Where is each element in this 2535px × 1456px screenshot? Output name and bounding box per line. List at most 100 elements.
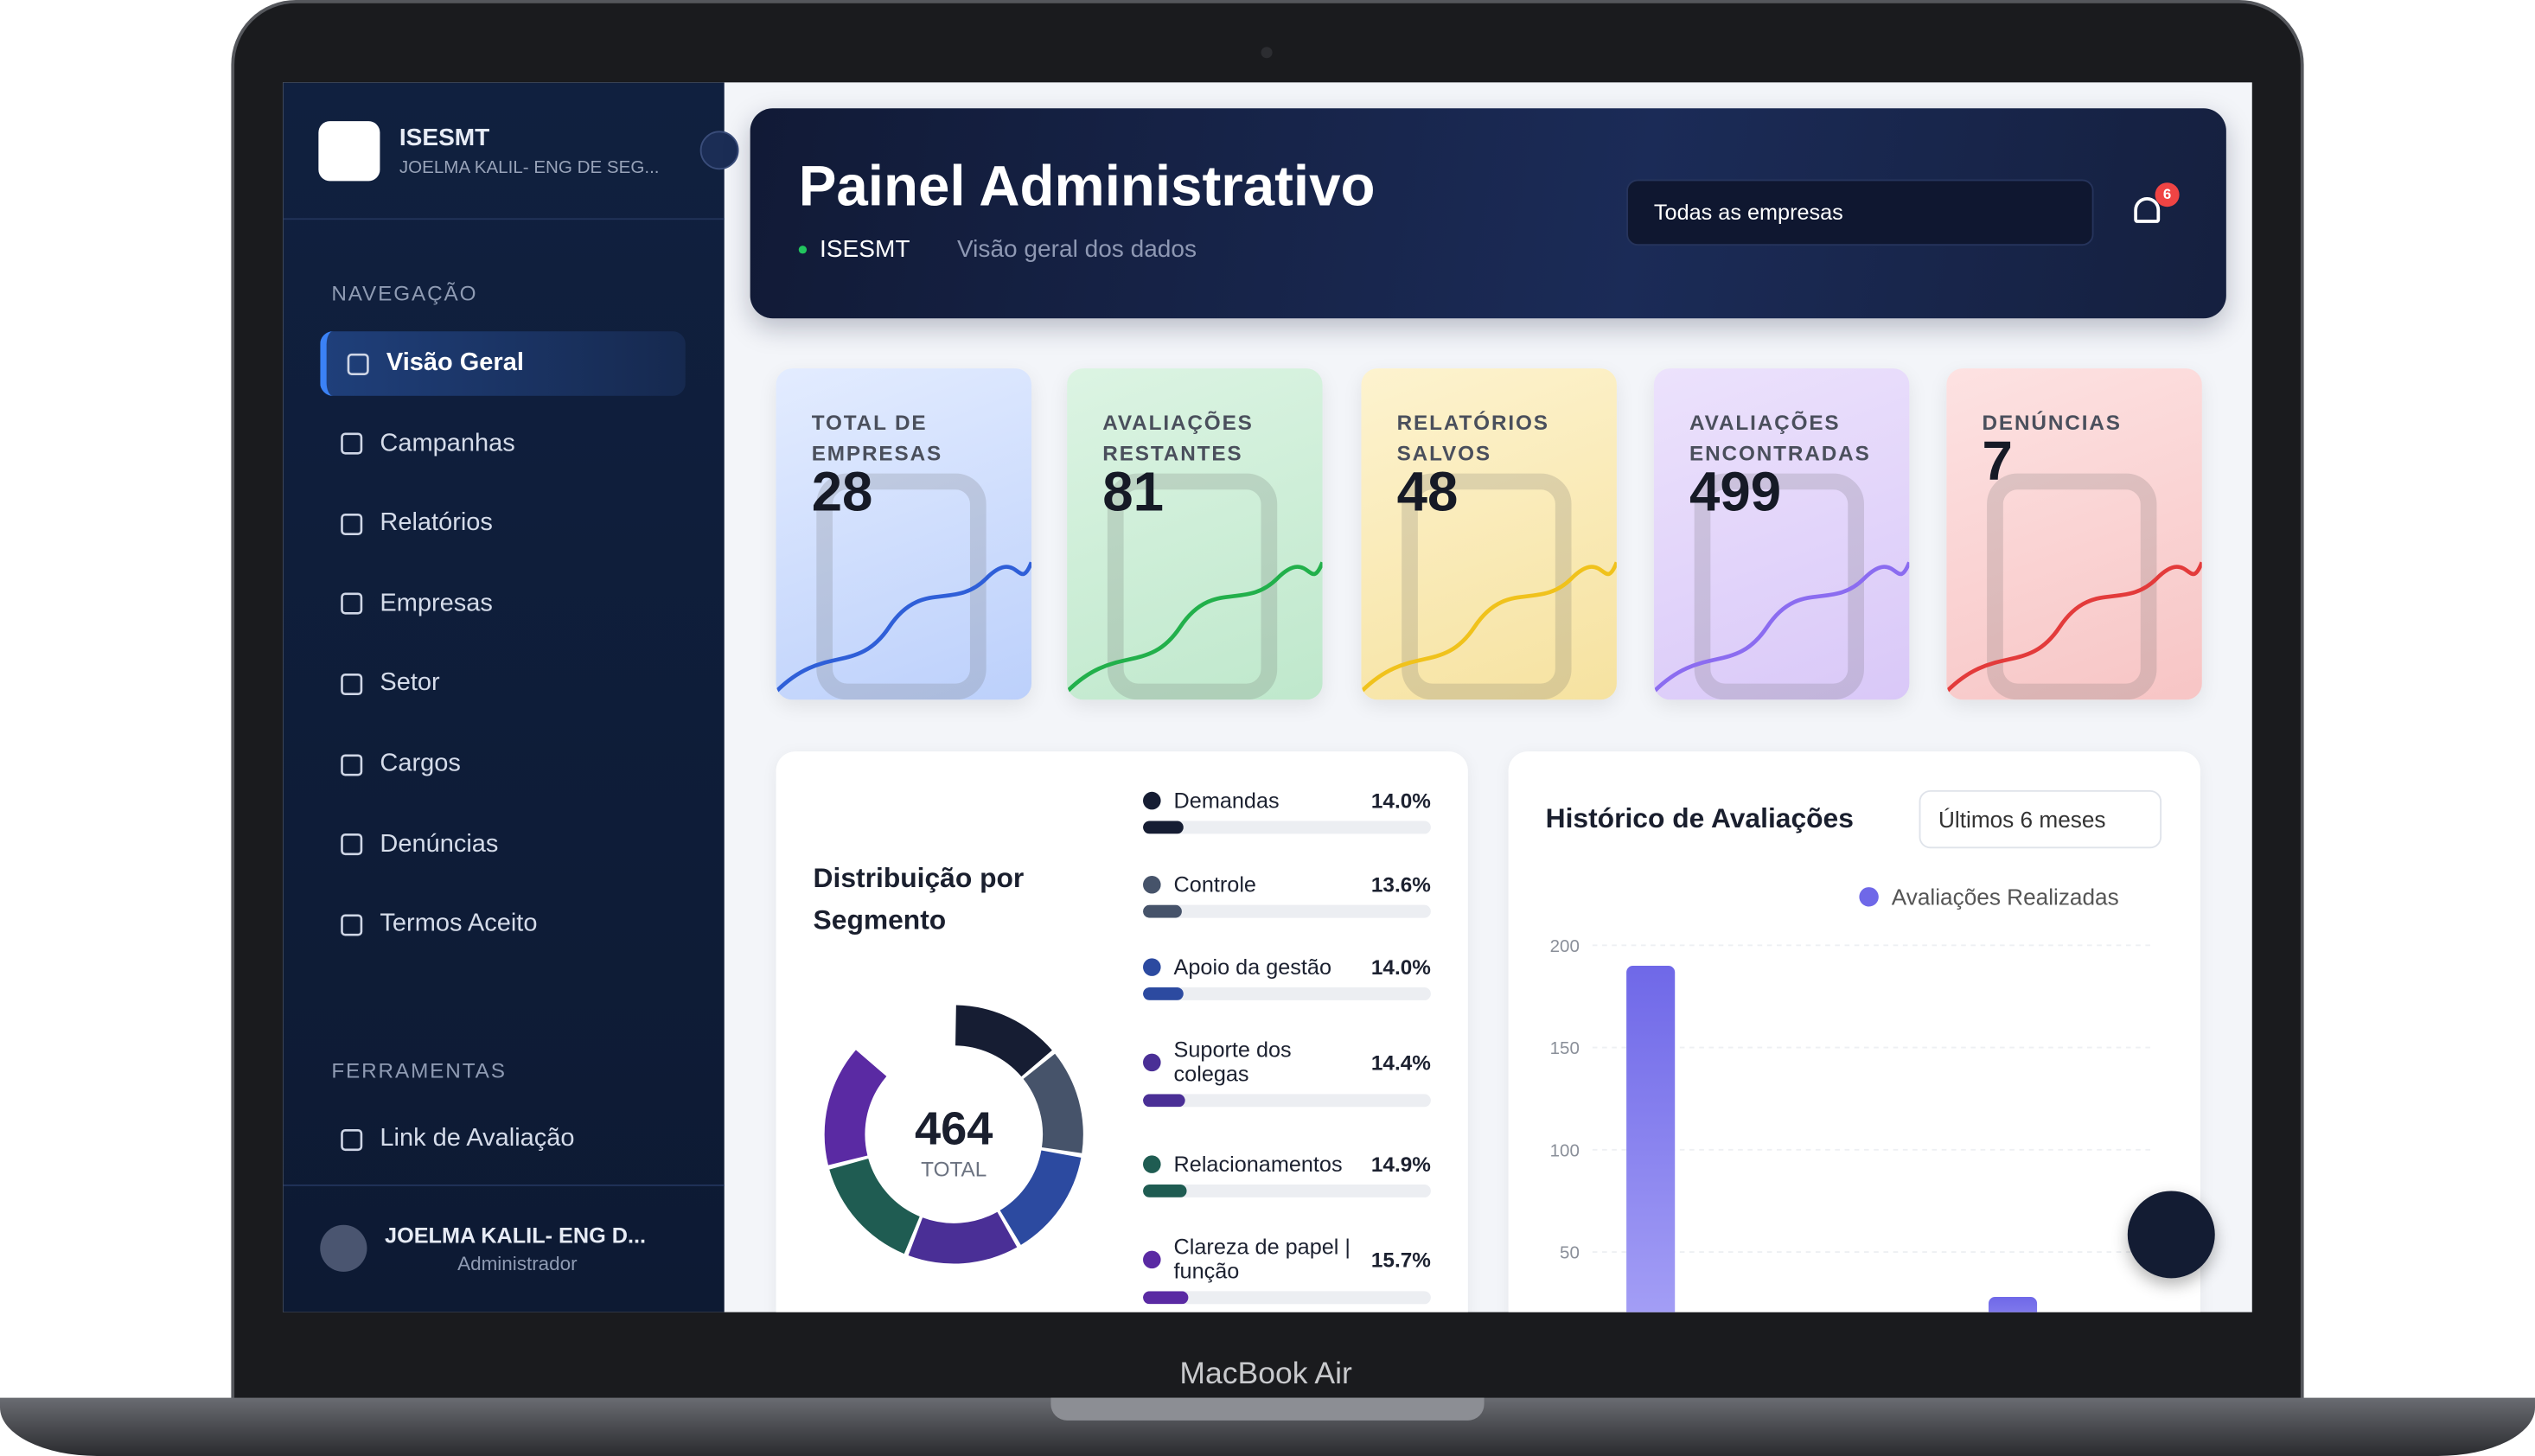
segment-dot: [1143, 958, 1161, 976]
y-tick-label: 100: [1550, 1140, 1580, 1160]
period-select[interactable]: [1919, 789, 2162, 849]
donut-total: 464: [914, 1103, 993, 1156]
y-tick-label: 200: [1550, 936, 1580, 956]
trend-line: [1067, 561, 1323, 693]
nav-label: Campanhas: [380, 429, 515, 457]
nav-label: Empresas: [380, 589, 493, 617]
icon-shape: [341, 513, 363, 535]
segment-track: [1143, 821, 1431, 834]
segment-row: Suporte dos colegas 14.4%: [1143, 1038, 1431, 1086]
stat-label: DENÚNCIAS 7: [1982, 407, 2184, 490]
stat-label: AVALIAÇÕES RESTANTES 81: [1102, 407, 1305, 524]
icon-shape: [341, 1128, 363, 1151]
stat-card: DENÚNCIAS 7: [1946, 368, 2202, 700]
nav-icon: [341, 593, 363, 616]
stat-decoration: [1946, 473, 2202, 700]
camera: [1261, 47, 1273, 59]
nav-label: Setor: [380, 669, 440, 698]
icon-shape: [341, 432, 363, 455]
segment-value: 14.4%: [1370, 1049, 1431, 1074]
segment-item: Demandas 14.0%: [1143, 789, 1431, 834]
company-select-text: Todas as empresas: [1653, 200, 1843, 225]
segment-row: Demandas 14.0%: [1143, 789, 1431, 813]
company-select[interactable]: [1626, 179, 2094, 246]
segment-dot: [1143, 1155, 1161, 1173]
nav-item[interactable]: Denúncias: [320, 812, 679, 877]
segment-bar: [1143, 1291, 1189, 1305]
page-title: Painel Administrativo: [798, 155, 1376, 219]
nav-label: Relatórios: [380, 509, 493, 537]
nav-item[interactable]: Visão Geral: [320, 331, 686, 396]
nav-item[interactable]: Relatórios: [320, 492, 679, 557]
segment-name: Demandas: [1173, 789, 1280, 814]
y-tick-label: 50: [1560, 1242, 1580, 1262]
user-role: Administrador: [457, 1252, 578, 1275]
segment-item: Clareza de papel | função 15.7%: [1143, 1235, 1431, 1305]
donut-total-label: TOTAL: [921, 1157, 987, 1182]
watermark-icon: [1987, 473, 2157, 700]
notification-badge: 6: [2155, 182, 2180, 208]
donut-segment: [1023, 1053, 1083, 1153]
bell[interactable]: [2134, 197, 2161, 223]
stat-value: 81: [1102, 462, 1165, 524]
segment-row: Relacionamentos 14.9%: [1143, 1153, 1431, 1177]
segment-bar: [1143, 1184, 1186, 1197]
stat-decoration: [776, 473, 1031, 700]
divider: [283, 1184, 725, 1186]
nav-item[interactable]: Empresas: [320, 572, 679, 636]
segment-bar: [1143, 821, 1184, 834]
status-dot: [798, 246, 808, 254]
donut-segment: [908, 1211, 1018, 1264]
nav-icon: [341, 913, 363, 936]
divider: [283, 218, 725, 220]
segment-bar: [1143, 1094, 1184, 1108]
segment-value: 13.6%: [1370, 872, 1431, 897]
segment-item: Suporte dos colegas 14.4%: [1143, 1038, 1431, 1108]
nav-item[interactable]: Campanhas: [320, 412, 679, 476]
nav-label: Termos Aceito: [380, 910, 538, 938]
segment-name-wrap: Demandas: [1143, 789, 1353, 813]
tool-item[interactable]: Link de Avaliação: [320, 1107, 679, 1172]
segment-name-wrap: Apoio da gestão: [1143, 955, 1353, 980]
segment-bar: [1143, 904, 1183, 918]
logo: [318, 121, 380, 182]
brand-sub: JOELMA KALIL- ENG DE SEG...: [399, 158, 660, 178]
donut-segment: [829, 1158, 920, 1255]
segment-dot: [1143, 1052, 1161, 1071]
stat-value: 48: [1396, 462, 1459, 524]
nav-icon: [341, 1128, 363, 1151]
segment-bar: [1143, 987, 1184, 1000]
icon-shape: [341, 673, 363, 695]
nav-item[interactable]: Termos Aceito: [320, 892, 679, 957]
chat-button[interactable]: [2127, 1191, 2215, 1279]
history-panel: [1508, 751, 2200, 1312]
segment-dot: [1143, 875, 1161, 894]
stat-label: RELATÓRIOS SALVOS 48: [1396, 407, 1600, 524]
legend-label: Avaliações Realizadas: [1891, 884, 2119, 910]
nav-item[interactable]: Setor: [320, 652, 679, 717]
segment-dot: [1143, 791, 1161, 810]
trend-line: [776, 561, 1031, 693]
trend-line: [1946, 561, 2202, 693]
segment-track: [1143, 987, 1431, 1000]
segment-item: Apoio da gestão 14.0%: [1143, 955, 1431, 1000]
nav-item[interactable]: Cargos: [320, 732, 679, 797]
bar: [1988, 1297, 2038, 1312]
stat-label-text: AVALIAÇÕES RESTANTES: [1102, 410, 1254, 466]
sidebar-toggle[interactable]: [699, 131, 739, 170]
segment-value: 15.7%: [1370, 1246, 1431, 1271]
nav-icon: [341, 432, 363, 455]
notch: [1050, 1397, 1485, 1421]
bar: [1626, 966, 1676, 1312]
nav-icon: [341, 513, 363, 535]
breadcrumb: ISESMT: [820, 235, 910, 264]
trend-line: [1653, 561, 1910, 693]
donut-chart: [824, 1005, 1083, 1264]
icon-shape: [347, 353, 369, 375]
period-select-text: Últimos 6 meses: [1938, 806, 2106, 833]
segment-track: [1143, 1291, 1431, 1305]
segment-title: Distribuição por Segmento: [813, 863, 1025, 936]
nav-icon: [347, 353, 369, 375]
